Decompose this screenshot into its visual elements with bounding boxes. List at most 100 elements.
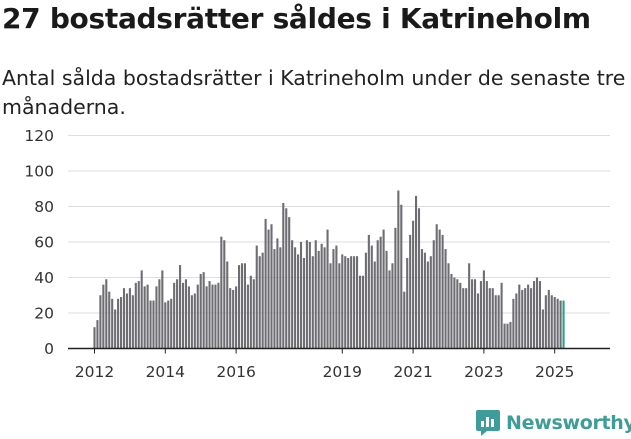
bar xyxy=(538,281,541,349)
bar xyxy=(220,236,223,349)
bar xyxy=(527,284,530,349)
bar xyxy=(332,249,335,349)
bar xyxy=(317,250,320,349)
bar xyxy=(120,297,123,349)
bar xyxy=(134,282,137,349)
bar xyxy=(453,277,456,349)
bar xyxy=(193,293,196,349)
bar xyxy=(297,254,300,349)
newsworthy-logo-text: Newsworthy xyxy=(506,412,631,434)
bar xyxy=(412,220,415,349)
bar xyxy=(179,265,182,349)
bar xyxy=(388,270,391,349)
bar xyxy=(438,229,441,349)
y-tick-label: 20 xyxy=(34,305,54,323)
bar xyxy=(509,321,512,349)
bar xyxy=(170,298,173,349)
x-tick-label: 2014 xyxy=(146,363,185,381)
bar xyxy=(152,300,155,349)
bar xyxy=(243,263,246,349)
bar xyxy=(423,252,426,349)
bar xyxy=(488,288,491,349)
bar xyxy=(403,291,406,349)
bar xyxy=(326,229,329,349)
bar xyxy=(214,284,217,349)
bar xyxy=(518,284,521,349)
bar xyxy=(143,286,146,349)
y-axis: 0 20 40 60 80 100 120 xyxy=(24,127,54,358)
y-tick-label: 100 xyxy=(24,163,54,181)
bar xyxy=(149,300,152,349)
bar xyxy=(550,295,553,349)
bar xyxy=(187,286,190,349)
bar xyxy=(544,295,547,349)
bar xyxy=(450,273,453,349)
bar xyxy=(217,282,220,349)
bar xyxy=(353,256,356,349)
x-tick-label: 2023 xyxy=(464,363,503,381)
bar xyxy=(302,257,305,349)
bar xyxy=(276,238,279,349)
bar xyxy=(373,261,376,349)
bar xyxy=(471,279,474,349)
last-value-label: 27 xyxy=(563,0,583,4)
bar xyxy=(482,270,485,349)
bar xyxy=(108,291,111,349)
bar xyxy=(553,297,556,349)
bar xyxy=(409,234,412,349)
chart-subtitle: Antal sålda bostadsrätter i Katrineholm … xyxy=(2,66,626,119)
bar xyxy=(456,279,459,349)
bar xyxy=(497,295,500,349)
bar xyxy=(285,208,288,349)
bar xyxy=(223,240,226,349)
bar xyxy=(468,263,471,349)
bar xyxy=(196,284,199,349)
bar xyxy=(246,284,249,349)
bar xyxy=(500,282,503,349)
bar xyxy=(294,247,297,349)
bar xyxy=(350,256,353,349)
bar xyxy=(137,281,140,349)
bar xyxy=(205,286,208,349)
bar xyxy=(305,240,308,349)
y-tick-label: 0 xyxy=(44,340,54,358)
bar xyxy=(282,202,285,349)
bar xyxy=(562,300,565,349)
bar xyxy=(211,284,214,349)
bar xyxy=(96,320,99,349)
bar xyxy=(426,261,429,349)
annotations: 27 xyxy=(563,0,583,4)
bar xyxy=(308,242,311,349)
bar xyxy=(535,277,539,349)
bar xyxy=(117,298,120,349)
bar xyxy=(506,323,509,349)
bar xyxy=(146,284,149,349)
y-tick-label: 80 xyxy=(34,198,54,216)
bar xyxy=(515,293,518,349)
bar xyxy=(524,288,527,349)
bar xyxy=(226,261,229,349)
bar xyxy=(111,298,114,349)
bar xyxy=(559,300,562,349)
bar xyxy=(235,286,238,349)
x-tick-label: 2016 xyxy=(216,363,255,381)
bar xyxy=(432,240,435,349)
bar xyxy=(447,263,450,349)
bar xyxy=(341,254,344,349)
bar xyxy=(533,281,536,349)
bar xyxy=(379,236,382,349)
bar xyxy=(288,217,291,349)
bar xyxy=(530,288,533,349)
newsworthy-logo-icon xyxy=(476,410,500,436)
bar xyxy=(279,247,282,349)
y-tick-label: 120 xyxy=(24,127,54,145)
bar xyxy=(249,275,252,349)
bar xyxy=(494,295,497,349)
bar xyxy=(556,298,559,349)
bar xyxy=(173,282,176,349)
bar xyxy=(394,227,397,349)
bar xyxy=(155,286,158,349)
bar xyxy=(125,293,128,349)
bar xyxy=(479,281,482,349)
